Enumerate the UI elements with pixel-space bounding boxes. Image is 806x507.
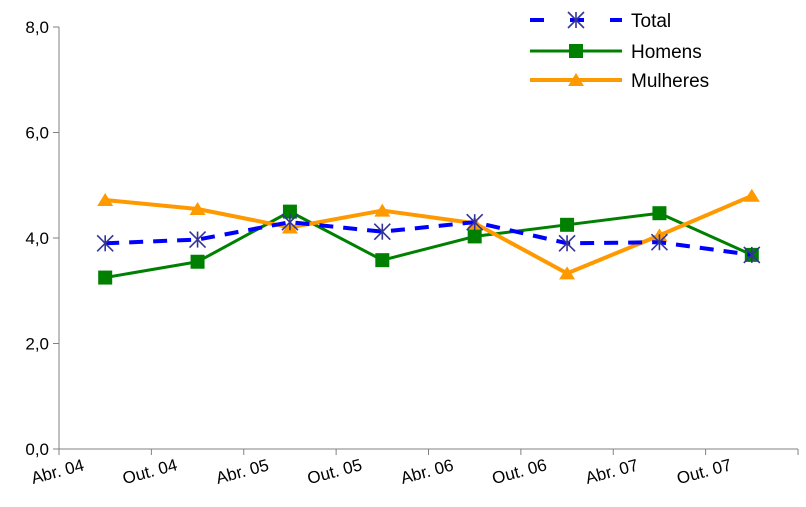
x-tick-label: Abr. 06 [399, 456, 456, 488]
data-point-homens [560, 218, 574, 232]
series-layer [97, 189, 760, 285]
x-tick-label: Out. 05 [305, 455, 364, 488]
x-tick-label: Abr. 07 [583, 456, 640, 488]
legend-label-total: Total [631, 11, 671, 32]
legend-label-mulheres: Mulheres [631, 71, 709, 92]
y-tick-label: 6,0 [25, 124, 49, 143]
data-point-mulheres [744, 189, 760, 202]
x-tick-label: Out. 04 [121, 455, 180, 488]
y-tick-label: 4,0 [25, 229, 49, 248]
x-tick-label: Out. 07 [675, 455, 734, 488]
data-point-homens [652, 206, 666, 220]
data-point-homens [191, 255, 205, 269]
x-tick-label: Abr. 04 [29, 456, 86, 488]
legend-item-total: Total [530, 11, 671, 32]
legend: Total Homens Mulheres [530, 11, 709, 92]
y-tick-label: 8,0 [25, 18, 49, 37]
x-tick-label: Abr. 05 [214, 456, 271, 488]
legend-item-homens: Homens [530, 42, 702, 63]
y-tick-label: 2,0 [25, 335, 49, 354]
legend-marker-homens [569, 44, 583, 58]
x-tick-label: Out. 06 [490, 455, 549, 488]
legend-label-homens: Homens [631, 42, 702, 63]
data-point-homens [468, 229, 482, 243]
data-point-homens [375, 253, 389, 267]
legend-item-mulheres: Mulheres [530, 71, 709, 92]
y-tick-label: 0,0 [25, 440, 49, 459]
data-point-homens [98, 271, 112, 285]
